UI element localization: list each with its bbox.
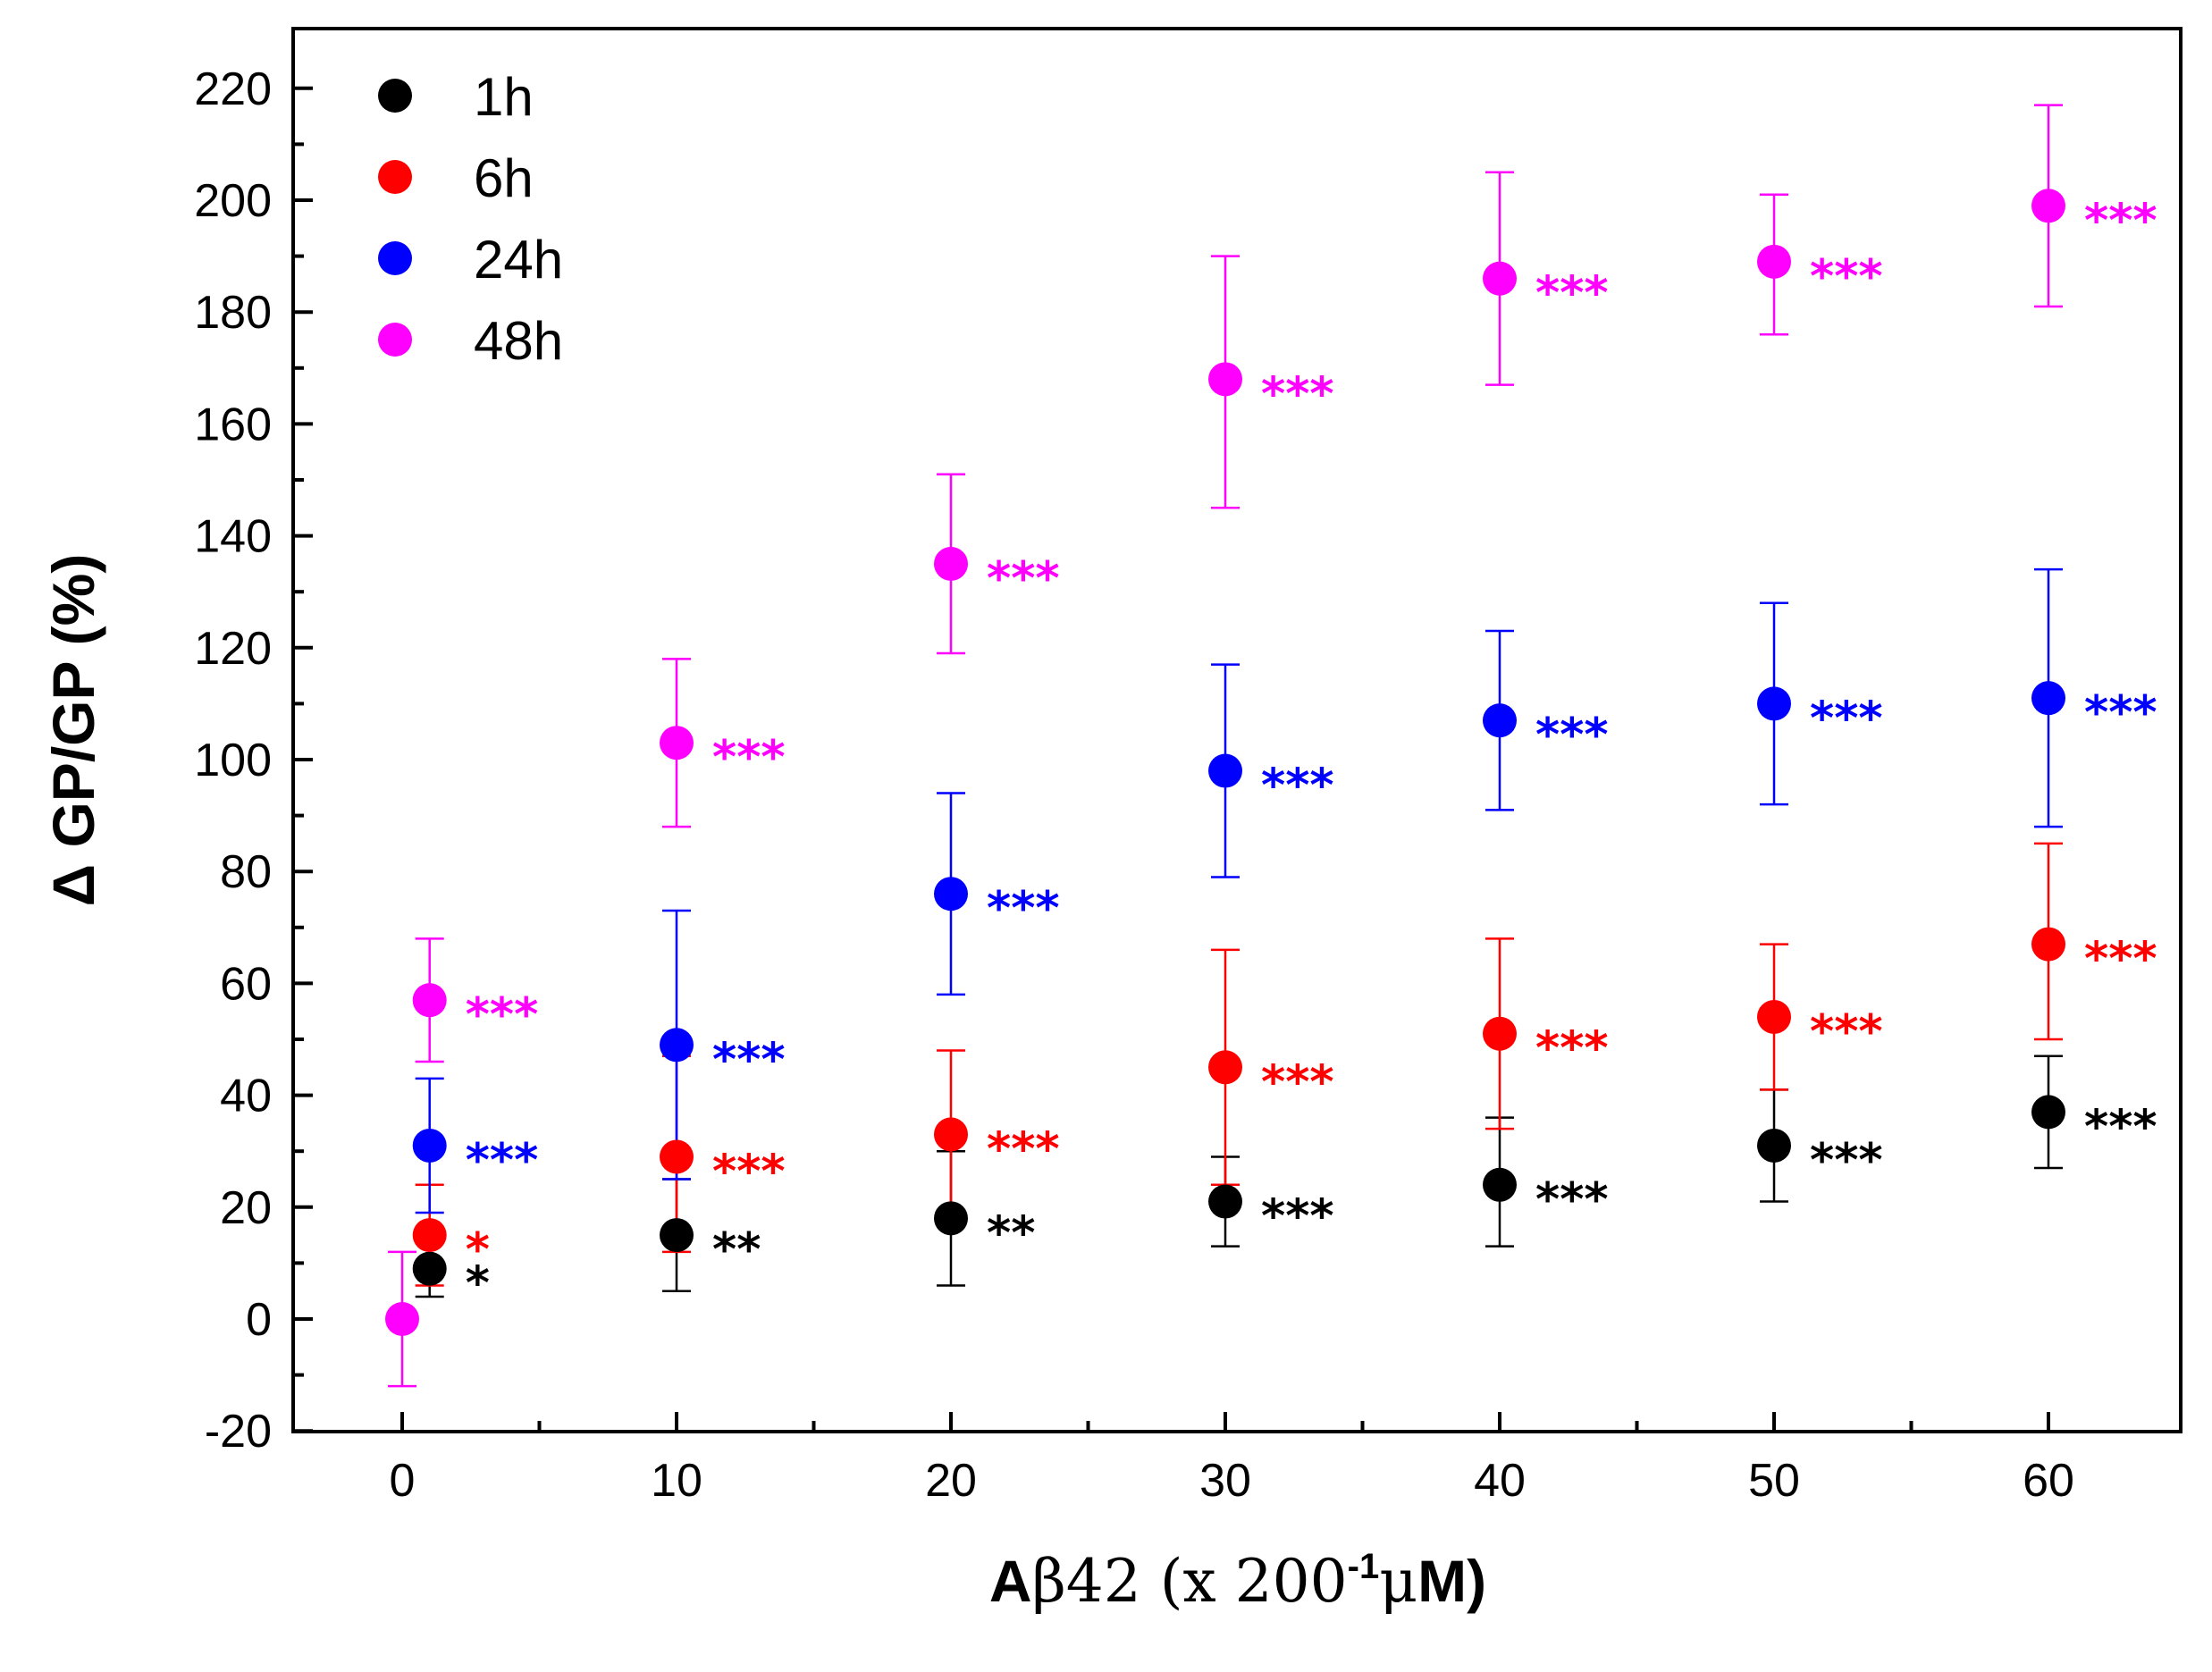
legend-marker	[378, 323, 412, 357]
data-point	[2031, 1095, 2065, 1130]
significance-label: ***	[466, 988, 539, 1042]
significance-labels: *** ** *** ************* ********* **********…	[466, 194, 2157, 1310]
data-point	[660, 1139, 694, 1174]
legend-label: 1h	[474, 67, 534, 127]
data-point	[412, 983, 447, 1018]
significance-label: ***	[2084, 1100, 2157, 1154]
y-axis-title: Δ GP/GP (%)	[40, 554, 106, 907]
data-point	[1208, 753, 1242, 788]
data-point	[385, 1302, 419, 1336]
y-tick-label: 60	[220, 958, 272, 1010]
data-point	[412, 1128, 447, 1163]
significance-label: ***	[712, 731, 786, 785]
data-point	[1483, 1167, 1517, 1202]
significance-label: ***	[1810, 1005, 1883, 1059]
significance-label: ***	[712, 1145, 786, 1198]
significance-label: ***	[987, 552, 1060, 606]
significance-label: ***	[1535, 267, 1609, 321]
y-tick-label: -20	[205, 1406, 272, 1458]
data-point	[934, 1117, 968, 1152]
y-tick-label: 80	[220, 846, 272, 898]
significance-label: ***	[1261, 760, 1334, 813]
data-point	[934, 877, 968, 912]
y-tick-label: 0	[246, 1294, 272, 1346]
data-point	[1483, 703, 1517, 738]
x-tick-label: 40	[1474, 1455, 1526, 1507]
significance-label: *	[466, 1257, 490, 1311]
significance-label: ***	[1261, 1055, 1334, 1109]
legend-marker	[378, 160, 412, 194]
significance-label: ***	[1810, 1134, 1883, 1188]
significance-label: ***	[1261, 367, 1334, 421]
significance-label: ***	[1261, 1190, 1334, 1244]
y-tick-label: 160	[194, 399, 272, 450]
data-point	[1757, 1128, 1791, 1163]
y-tick-label: 40	[220, 1071, 272, 1122]
significance-label: ***	[1810, 250, 1883, 304]
significance-label: **	[987, 1206, 1035, 1260]
data-point	[934, 546, 968, 581]
data-point	[1208, 1050, 1242, 1085]
data-point	[2031, 189, 2065, 223]
significance-label: ***	[466, 1134, 539, 1188]
y-tick-label: 120	[194, 623, 272, 675]
data-point	[1483, 261, 1517, 296]
x-tick-label: 30	[1199, 1455, 1251, 1507]
legend-label: 48h	[474, 311, 563, 371]
x-tick-label: 50	[1748, 1455, 1800, 1507]
y-tick-label: 140	[194, 511, 272, 563]
data-point	[1757, 999, 1791, 1034]
y-tick-label: 180	[194, 287, 272, 339]
legend-label: 6h	[474, 148, 534, 208]
data-point	[1757, 244, 1791, 279]
legend-marker	[378, 79, 412, 113]
x-axis-title: Aβ42 (x 200-1μM)	[989, 1547, 1486, 1616]
significance-label: ***	[1535, 1022, 1609, 1076]
y-tick-label: 200	[194, 175, 272, 227]
legend: 1h 6h 24h 48h	[378, 67, 563, 371]
y-tick-label: 220	[194, 63, 272, 115]
data-point	[1757, 686, 1791, 721]
significance-label: ***	[987, 1122, 1060, 1176]
data-point	[412, 1251, 447, 1286]
x-tick-label: 60	[2023, 1455, 2074, 1507]
x-tick-label: 20	[925, 1455, 977, 1507]
data-point	[660, 1218, 694, 1253]
significance-label: ***	[1535, 709, 1609, 762]
y-tick-label: 100	[194, 735, 272, 786]
data-point	[1208, 1184, 1242, 1219]
data-point	[660, 726, 694, 760]
data-point	[2031, 927, 2065, 962]
data-point	[934, 1201, 968, 1236]
legend-marker	[378, 241, 412, 275]
data-point	[2031, 681, 2065, 716]
data-point	[412, 1218, 447, 1253]
data-point	[1208, 362, 1242, 397]
significance-label: ***	[1535, 1173, 1609, 1227]
data-point	[660, 1028, 694, 1063]
significance-label: ***	[2084, 933, 2157, 987]
y-tick-label: 20	[220, 1182, 272, 1234]
x-tick-label: 0	[390, 1455, 416, 1507]
significance-label: ***	[712, 1033, 786, 1087]
data-points	[385, 189, 2065, 1336]
significance-label: ***	[1810, 692, 1883, 745]
significance-label: ***	[987, 882, 1060, 936]
significance-label: *	[466, 1223, 490, 1277]
axis-ticks: -20 0 20 40 60 80 100 120 140 160 180 200 220 0 10 20 30…	[194, 63, 2074, 1507]
significance-label: **	[712, 1223, 761, 1277]
plot-area-frame	[291, 27, 2183, 1433]
significance-label: ***	[2084, 194, 2157, 248]
significance-label: ***	[2084, 686, 2157, 740]
legend-label: 24h	[474, 230, 563, 290]
x-tick-label: 10	[651, 1455, 702, 1507]
data-point	[1483, 1016, 1517, 1051]
